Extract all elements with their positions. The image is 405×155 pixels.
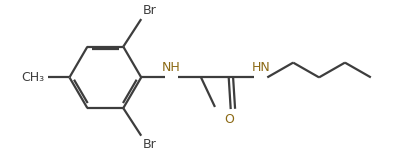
Text: Br: Br	[143, 138, 157, 151]
Text: HN: HN	[252, 61, 270, 74]
Text: Br: Br	[143, 4, 157, 17]
Text: O: O	[224, 113, 234, 126]
Text: NH: NH	[162, 61, 181, 74]
Text: CH₃: CH₃	[21, 71, 45, 84]
